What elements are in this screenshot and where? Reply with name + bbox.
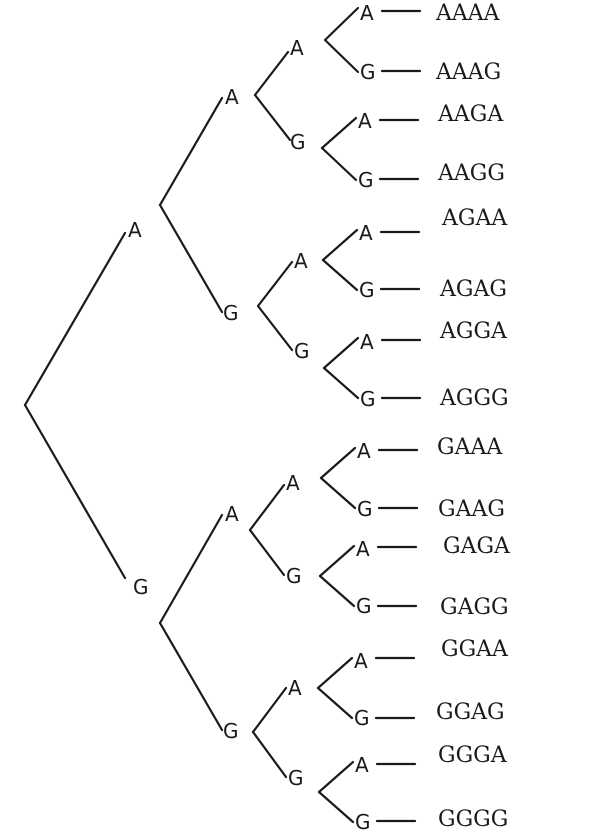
- edge-gaa-a: [319, 446, 357, 480]
- outcome-label: AAGA: [437, 102, 504, 127]
- edge-gaa-g: [319, 476, 357, 510]
- outcome-label: GAAG: [438, 497, 505, 522]
- edge-gag-a: [318, 544, 356, 578]
- outcome-label: GAGG: [440, 595, 509, 620]
- edge-root-g: [23, 403, 127, 580]
- edge-a-aa: [158, 96, 224, 207]
- edge-aa-aaa: [253, 50, 290, 97]
- edge-root-a: [23, 231, 127, 407]
- outcome-label: AGAA: [441, 206, 508, 231]
- leaf-node-label: A: [358, 109, 372, 133]
- edge-gg-gga: [251, 686, 288, 734]
- outcome-label: AAGG: [437, 161, 505, 186]
- edge-gga-a: [316, 656, 354, 690]
- leaf-node-label: G: [356, 594, 372, 618]
- leaf-node-label: G: [357, 497, 373, 521]
- node-gaa: A: [286, 471, 300, 495]
- node-gga: A: [288, 676, 302, 700]
- leaf-node-label: G: [355, 810, 371, 834]
- leaf-node-label: A: [354, 649, 368, 673]
- edge-g-gg: [158, 621, 224, 732]
- node-ag: G: [223, 301, 239, 325]
- edge-aag-a: [320, 116, 358, 150]
- edge-ag-aga: [256, 260, 294, 308]
- node-ggg: G: [288, 766, 304, 790]
- leaf-node-label: G: [358, 168, 374, 192]
- leaf-node-label: G: [360, 60, 376, 84]
- edge-ggg-g: [317, 790, 355, 824]
- leaf-node-label: A: [360, 330, 374, 354]
- leaf-node-label: A: [355, 753, 369, 777]
- node-g: G: [133, 575, 149, 599]
- node-aga: A: [294, 249, 308, 273]
- leaf-node-label: G: [360, 387, 376, 411]
- edge-a-ag: [158, 203, 224, 314]
- edge-aag-g: [320, 146, 358, 182]
- leaf-node-label: G: [354, 706, 370, 730]
- outcome-label: GGAG: [436, 700, 505, 725]
- edge-gga-g: [316, 686, 354, 720]
- edge-g-ga: [158, 513, 224, 625]
- leaf-node-label: A: [360, 1, 374, 25]
- outcome-label: GGAA: [441, 637, 509, 662]
- edge-gag-g: [318, 574, 356, 608]
- outcome-label: AAAA: [435, 1, 501, 26]
- edge-ga-gaa: [248, 483, 286, 532]
- edge-aaa-a: [323, 6, 360, 42]
- edge-ag-agg: [256, 304, 294, 352]
- outcome-label: GGGA: [438, 743, 508, 768]
- node-aaa: A: [290, 36, 304, 60]
- edge-agg-g: [322, 366, 360, 400]
- node-a: A: [128, 218, 142, 242]
- leaf-node-label: G: [359, 278, 375, 302]
- outcome-label: GAAA: [437, 435, 503, 460]
- edge-ga-gag: [248, 528, 286, 577]
- edge-agg-a: [322, 336, 360, 370]
- edge-ggg-a: [317, 760, 355, 794]
- edge-aga-a: [321, 228, 359, 262]
- edge-aga-g: [321, 258, 359, 292]
- edge-gg-ggg: [251, 730, 288, 779]
- outcome-label: GGGG: [438, 807, 508, 832]
- leaf-node-label: A: [357, 439, 371, 463]
- node-gag: G: [286, 564, 302, 588]
- node-gg: G: [223, 719, 239, 743]
- edge-aaa-g: [323, 38, 360, 74]
- node-ga: A: [225, 502, 239, 526]
- node-agg: G: [294, 339, 310, 363]
- leaf-node-label: A: [356, 537, 370, 561]
- leaf-node-label: A: [359, 221, 373, 245]
- outcome-label: AGGA: [439, 319, 508, 344]
- outcome-label: GAGA: [443, 534, 511, 559]
- outcome-label: AAAG: [435, 60, 501, 85]
- node-aa: A: [225, 85, 239, 109]
- outcome-label: AGGG: [439, 386, 509, 411]
- edge-aa-aag: [253, 93, 292, 142]
- outcome-label: AGAG: [439, 277, 507, 302]
- node-aag: G: [290, 130, 306, 154]
